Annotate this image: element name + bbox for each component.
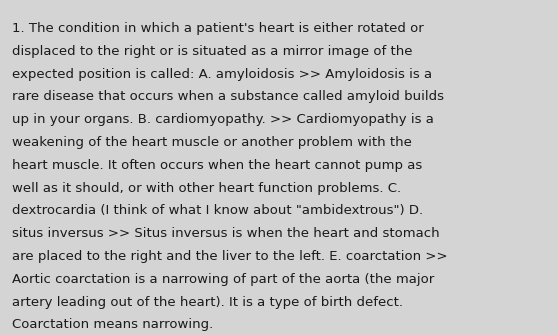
Text: 1. The condition in which a patient's heart is either rotated or: 1. The condition in which a patient's he… [12,22,424,35]
Text: are placed to the right and the liver to the left. E. coarctation >>: are placed to the right and the liver to… [12,250,448,263]
Text: Aortic coarctation is a narrowing of part of the aorta (the major: Aortic coarctation is a narrowing of par… [12,273,434,286]
Text: situs inversus >> Situs inversus is when the heart and stomach: situs inversus >> Situs inversus is when… [12,227,440,240]
Text: up in your organs. B. cardiomyopathy. >> Cardiomyopathy is a: up in your organs. B. cardiomyopathy. >>… [12,113,434,126]
Text: Coarctation means narrowing.: Coarctation means narrowing. [12,318,213,331]
Text: rare disease that occurs when a substance called amyloid builds: rare disease that occurs when a substanc… [12,90,444,104]
Text: well as it should, or with other heart function problems. C.: well as it should, or with other heart f… [12,182,401,195]
Text: dextrocardia (I think of what I know about "ambidextrous") D.: dextrocardia (I think of what I know abo… [12,204,423,217]
Text: heart muscle. It often occurs when the heart cannot pump as: heart muscle. It often occurs when the h… [12,159,422,172]
Text: expected position is called: A. amyloidosis >> Amyloidosis is a: expected position is called: A. amyloido… [12,68,432,81]
Text: artery leading out of the heart). It is a type of birth defect.: artery leading out of the heart). It is … [12,295,403,309]
Text: displaced to the right or is situated as a mirror image of the: displaced to the right or is situated as… [12,45,412,58]
Text: weakening of the heart muscle or another problem with the: weakening of the heart muscle or another… [12,136,412,149]
